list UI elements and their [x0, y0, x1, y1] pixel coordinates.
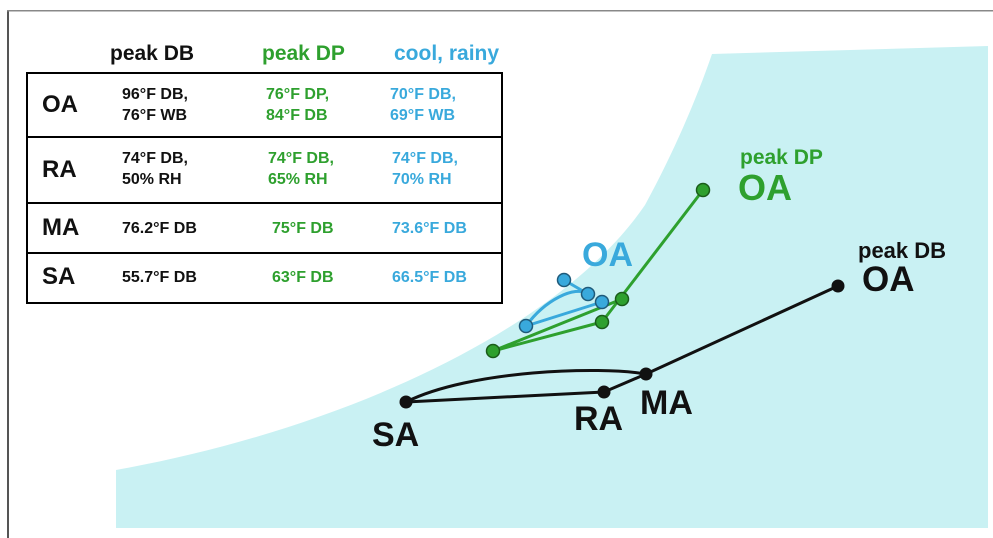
- peak-dp-oa-label: OA: [738, 167, 792, 208]
- ma-to-oa-line: [645, 284, 839, 376]
- cell-peak-dp: 63°F DB: [272, 269, 334, 286]
- peak-db-oa-label: OA: [862, 260, 915, 299]
- cool-rainy-points: [518, 272, 610, 334]
- peak-dp-title-label: peak DP: [740, 146, 823, 169]
- sa-to-ra-line: [405, 390, 605, 404]
- oa-point-rainy: [556, 272, 572, 288]
- cell-cool-rainy: 70°F DB, 69°F WB: [390, 86, 456, 124]
- ra-point-peak-dp: [594, 314, 610, 330]
- cool-rainy-oa-label: OA: [582, 236, 633, 274]
- comfort-region: [116, 46, 988, 528]
- sa-to-ra-dp-line: [492, 320, 603, 353]
- cell-peak-dp: 76°F DP, 84°F DB: [266, 86, 330, 124]
- cell-peak-dp: 74°F DB, 65% RH: [268, 150, 334, 188]
- cell-cool-rainy: 74°F DB, 70% RH: [392, 150, 458, 188]
- ra-label: RA: [574, 400, 624, 438]
- ma-label: MA: [640, 384, 693, 422]
- header-cool-rainy: cool, rainy: [394, 42, 500, 65]
- row-label: SA: [42, 263, 76, 290]
- header-peak-db: peak DB: [110, 42, 195, 65]
- ra-point-peak-db: [597, 385, 611, 399]
- cell-cool-rainy: 66.5°F DB: [392, 269, 467, 286]
- sa-point-rainy: [518, 318, 534, 334]
- row-label: MA: [42, 214, 80, 241]
- peak-db-points: [399, 279, 845, 409]
- row-label: OA: [42, 91, 78, 118]
- frame-left-edge: [7, 10, 9, 538]
- peak-db-title-label: peak DB: [858, 238, 947, 263]
- oa-point-peak-db: [831, 279, 845, 293]
- ma-point-peak-dp: [614, 291, 630, 307]
- cell-cool-rainy: 73.6°F DB: [392, 220, 467, 237]
- table-row-oa: OA 96°F DB, 76°F WB 76°F DP, 84°F DB 70°…: [28, 74, 501, 138]
- oa-point-peak-dp: [695, 182, 711, 198]
- cell-peak-db: 74°F DB, 50% RH: [122, 150, 188, 188]
- peak-db-process: [405, 284, 839, 404]
- ma-point-rainy: [580, 286, 596, 302]
- conditions-table: OA 96°F DB, 76°F WB 76°F DP, 84°F DB 70°…: [26, 72, 503, 304]
- cell-peak-db: 55.7°F DB: [122, 269, 197, 286]
- sa-label: SA: [372, 416, 420, 454]
- row-label: RA: [42, 156, 77, 183]
- cell-peak-db: 76.2°F DB: [122, 220, 197, 237]
- table-row-sa: SA 55.7°F DB 63°F DB 66.5°F DB: [28, 254, 501, 302]
- sa-to-ra-rainy-line: [525, 300, 603, 328]
- header-peak-dp: peak DP: [262, 42, 345, 65]
- ra-point-rainy: [594, 294, 610, 310]
- ma-point-peak-db: [639, 367, 653, 381]
- ra-to-ma-line: [603, 372, 647, 394]
- cell-peak-db: 96°F DB, 76°F WB: [122, 86, 188, 124]
- sa-point: [399, 395, 413, 409]
- sa-point-peak-dp: [485, 343, 501, 359]
- cell-peak-dp: 75°F DB: [272, 220, 334, 237]
- sa-to-ma-curve: [405, 369, 647, 404]
- table-row-ma: MA 76.2°F DB 75°F DB 73.6°F DB: [28, 204, 501, 254]
- table-row-ra: RA 74°F DB, 50% RH 74°F DB, 65% RH 74°F …: [28, 138, 501, 204]
- peak-dp-points: [485, 182, 711, 359]
- frame-top-edge: [7, 10, 993, 12]
